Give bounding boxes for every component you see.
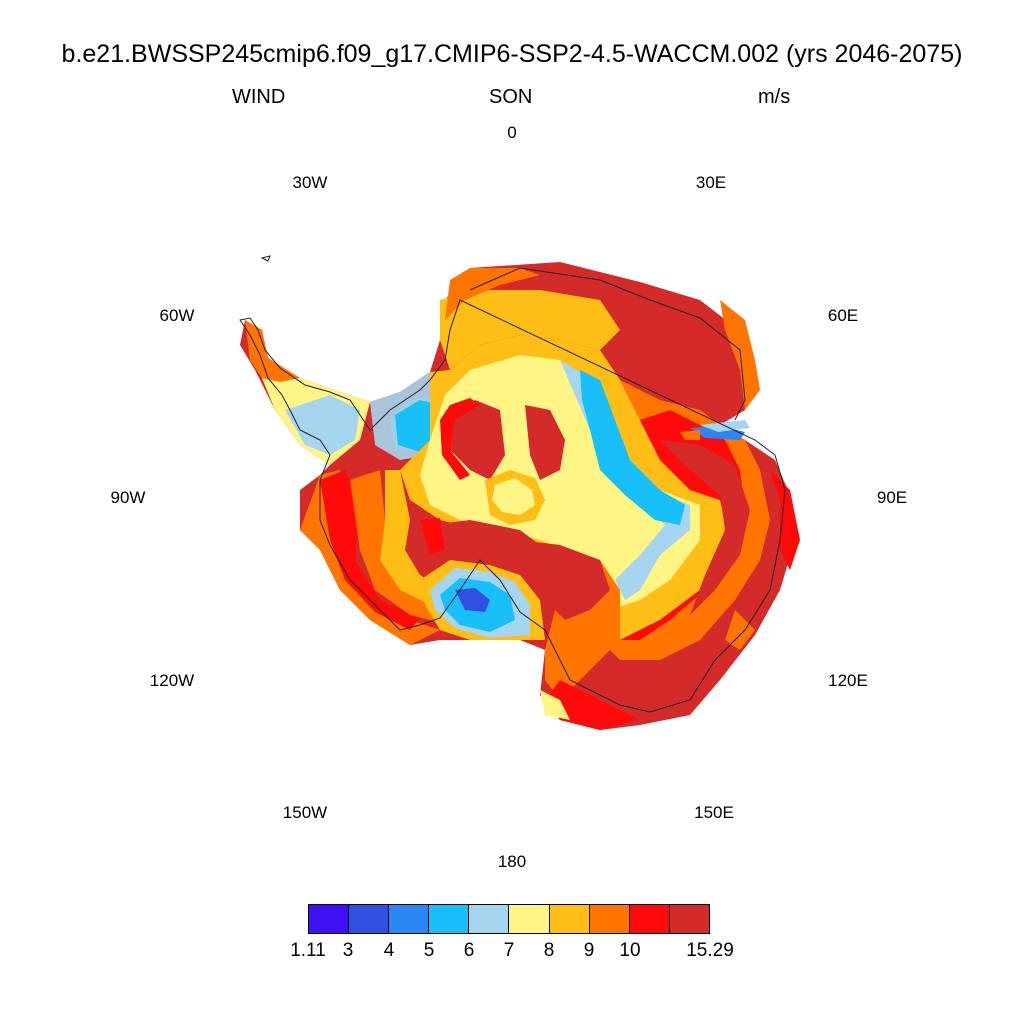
lon-label-0: 0 [507, 123, 517, 142]
lon-label-90w: 90W [110, 488, 146, 507]
colorbar-tick-label: 15.29 [686, 940, 734, 961]
lon-label-150w: 150W [282, 803, 328, 822]
units-label: m/s [758, 86, 791, 108]
colorbar-tick-label: 6 [463, 940, 475, 961]
lon-label-180: 180 [497, 852, 527, 871]
lon-label-90e: 90E [876, 488, 908, 507]
lon-label-150e: 150E [694, 803, 734, 822]
colorbar-tick-label: 7 [503, 940, 515, 961]
colorbar-swatch [509, 905, 550, 933]
colorbar-swatch [549, 905, 590, 933]
colorbar-swatch [429, 905, 470, 933]
colorbar-swatch [349, 905, 390, 933]
colorbar-swatch [589, 905, 630, 933]
lon-label-60e: 60E [827, 306, 859, 325]
colorbar-tick-label: 1.11 [290, 940, 326, 961]
plot-title: b.e21.BWSSP245cmip6.f09_g17.CMIP6-SSP2-4… [61, 40, 963, 68]
colorbar-swatch [469, 905, 510, 933]
colorbar-tick-label: 4 [383, 940, 395, 961]
lon-label-60w: 60W [159, 306, 195, 325]
colorbar-tick-label: 8 [543, 940, 555, 961]
colorbar-tick-label: 9 [583, 940, 595, 961]
colorbar-tick-label: 5 [423, 940, 435, 961]
colorbar-tick-label: 3 [342, 940, 354, 961]
island-outline [260, 255, 271, 262]
colorbar-tick-label: 10 [619, 940, 641, 961]
colorbar-swatch [309, 905, 350, 933]
coastline [239, 267, 786, 713]
ice-sheet-wind-field [240, 262, 800, 730]
lon-label-120e: 120E [828, 671, 868, 690]
variable-label: WIND [232, 86, 286, 108]
lon-label-120w: 120W [149, 671, 195, 690]
season-label: SON [489, 86, 533, 108]
colorbar [308, 904, 710, 934]
colorbar-swatch [669, 905, 709, 933]
colorbar-swatch [389, 905, 430, 933]
colorbar-swatch [629, 905, 670, 933]
lon-label-30e: 30E [695, 173, 727, 192]
lon-label-30w: 30W [292, 173, 328, 192]
